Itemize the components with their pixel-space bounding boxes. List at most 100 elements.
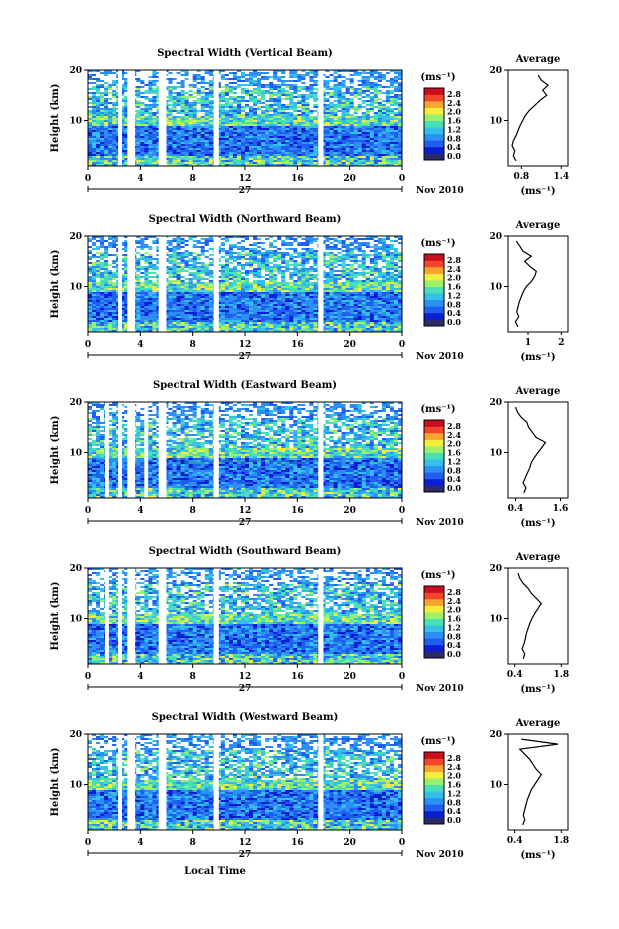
heatmap-cell [329,132,334,135]
colorbar-frame [423,87,445,161]
heatmap-cell [257,134,262,137]
panel-title: Spectral Width (Vertical Beam) [157,48,333,59]
heatmap-cell [176,150,181,153]
heatmap-cell [236,242,242,245]
heatmap-cell [253,156,258,159]
heatmap-cell [277,248,282,251]
missing-cell [100,90,105,93]
heatmap-cell [224,118,230,121]
heatmap-cell [241,76,246,79]
heatmap-cell [333,146,338,149]
heatmap-cell [148,112,153,115]
heatmap-cell [377,120,383,123]
heatmap-cell [104,90,109,93]
heatmap-cell [184,74,189,77]
heatmap-cell [285,150,290,153]
heatmap-cell [289,132,294,135]
heatmap-cell [200,116,205,119]
missing-cell [297,246,302,249]
heatmap-cell [100,118,105,121]
heatmap-cell [168,128,173,131]
heatmap-cell [381,246,387,249]
heatmap-cell [269,134,274,137]
heatmap-cell [241,122,246,125]
heatmap-cell [329,110,334,113]
heatmap-cell [277,90,282,93]
missing-cell [365,248,371,251]
heatmap-cell [361,128,366,131]
heatmap-cell [176,134,181,137]
missing-cell [156,114,161,117]
heatmap-cell [377,110,383,113]
heatmap-cell [152,98,157,101]
heatmap-cell [112,116,117,119]
missing-cell [245,242,250,245]
heatmap-cell [313,118,318,121]
missing-cell [220,252,226,255]
heatmap-cell [377,122,383,125]
missing-cell [88,236,93,239]
heatmap-cell [172,152,177,155]
heatmap-cell [156,132,161,135]
missing-cell [164,90,169,93]
heatmap-cell [393,136,399,139]
missing-cell [180,76,185,79]
heatmap-cell [92,256,97,259]
heatmap-cell [309,132,314,135]
heatmap-cell [341,84,346,87]
heatmap-cell [144,144,149,147]
average-frame [507,69,569,167]
heatmap-cell [172,154,177,157]
heatmap-cell [100,126,105,129]
heatmap-cell [305,252,310,255]
missing-cell [313,78,318,81]
heatmap-cell [241,254,246,257]
colorbar-tick-label: 1.2 [447,124,461,134]
heatmap-cell [92,82,97,85]
heatmap-cell [305,248,310,251]
heatmap-cell [341,92,346,95]
heatmap-cell [184,260,189,263]
heatmap-cell [269,110,274,113]
heatmap-cell [257,106,262,109]
missing-cell [140,76,145,79]
heatmap-cell [124,256,129,259]
missing-cell [273,90,278,93]
heatmap-cell [273,128,278,131]
heatmap-cell [100,120,105,123]
heatmap-cell [393,98,399,101]
heatmap-cell [265,146,270,149]
heatmap-cell [100,150,105,153]
heatmap-cell [208,110,214,113]
heatmap-cell [325,134,330,137]
heatmap-cell [313,264,318,267]
heatmap-cell [277,136,282,139]
heatmap-cell [253,126,258,129]
missing-cell [156,78,161,81]
heatmap-cell [249,152,254,155]
heatmap-cell [245,248,250,251]
heatmap-cell [261,138,266,141]
missing-cell [273,80,278,83]
heatmap-cell [224,164,230,167]
missing-cell [156,74,161,77]
heatmap-cell [373,146,379,149]
heatmap-cell [241,144,246,147]
heatmap-cell [321,132,326,135]
missing-cell [293,112,298,115]
heatmap-cell [365,142,371,145]
heatmap-cell [164,150,169,153]
heatmap-cell [329,242,334,245]
missing-cell [329,82,334,85]
heatmap-cell [144,140,149,143]
missing-cell [120,252,125,255]
heatmap-cell [148,160,153,163]
heatmap-cell [349,128,354,131]
heatmap-cell [269,142,274,145]
missing-cell [144,254,149,257]
heatmap-cell [232,146,238,149]
heatmap-cell [321,158,326,161]
heatmap-cell [124,88,129,91]
heatmap-cell [349,258,354,261]
missing-cell [337,254,342,257]
